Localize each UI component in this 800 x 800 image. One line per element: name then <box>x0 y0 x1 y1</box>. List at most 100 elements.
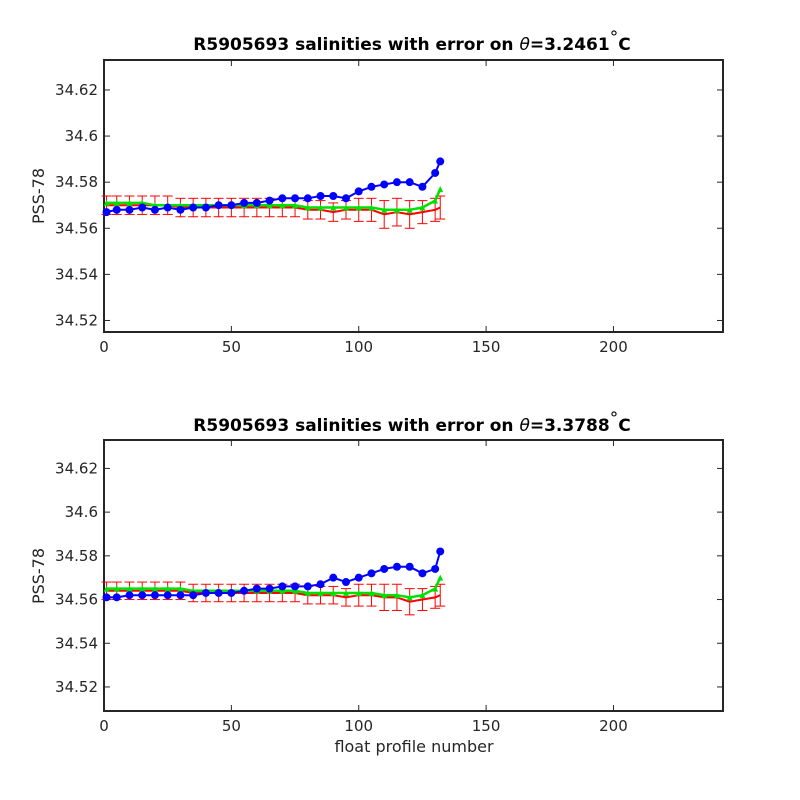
plot-area-top: 0 50 100 150 200 34.52 34.54 34.56 34.58 34.6 34.6… <box>55 59 724 356</box>
data-point-calibrated <box>103 585 110 592</box>
data-point-float <box>176 591 185 600</box>
data-point-float <box>278 582 287 591</box>
panel-bottom: R5905693 salinities with error on θ=3.37… <box>29 409 724 756</box>
data-point-float <box>150 205 159 214</box>
data-point-float <box>112 593 121 602</box>
y-tick-label: 34.52 <box>55 678 98 696</box>
data-point-float <box>102 208 111 217</box>
x-tick-label: 150 <box>472 717 501 735</box>
data-point-float <box>418 569 427 578</box>
y-tick-label: 34.58 <box>55 173 98 191</box>
series-line-float <box>106 161 442 214</box>
data-point-calibrated <box>437 186 444 193</box>
data-point-float <box>265 584 274 593</box>
data-point-float <box>303 582 312 591</box>
data-point-calibrated <box>317 589 324 596</box>
data-point-float <box>112 205 121 214</box>
x-tick-label: 200 <box>599 717 628 735</box>
data-point-float <box>367 569 376 578</box>
data-point-calibrated <box>279 202 286 209</box>
data-point-float <box>354 187 363 196</box>
data-point-float <box>431 168 440 177</box>
data-point-calibrated <box>304 589 311 596</box>
data-point-float <box>163 203 172 212</box>
x-tick-label: 0 <box>99 338 109 356</box>
series-line-calibrated <box>106 188 442 212</box>
data-point-float <box>189 591 198 600</box>
chart-title-top: R5905693 salinities with error on θ=3.24… <box>193 28 630 55</box>
series-line-calibrated <box>106 577 442 599</box>
data-point-float <box>240 198 249 207</box>
x-tick-label: 100 <box>344 338 373 356</box>
data-point-float <box>176 205 185 214</box>
y-tick-label: 34.54 <box>55 265 98 283</box>
data-point-calibrated <box>164 585 171 592</box>
data-point-calibrated <box>292 202 299 209</box>
data-point-calibrated <box>419 592 426 599</box>
panel-top: R5905693 salinities with error on θ=3.24… <box>29 28 724 356</box>
data-point-float <box>125 591 134 600</box>
x-tick-label: 50 <box>222 717 241 735</box>
data-point-float <box>436 157 445 166</box>
data-point-calibrated <box>330 589 337 596</box>
data-point-float <box>405 562 414 571</box>
data-point-calibrated <box>437 574 444 581</box>
data-point-calibrated <box>304 204 311 211</box>
data-point-calibrated <box>177 585 184 592</box>
data-point-calibrated <box>126 585 133 592</box>
data-point-float <box>265 196 274 205</box>
data-point-calibrated <box>381 592 388 599</box>
y-tick-label: 34.56 <box>55 219 98 237</box>
data-point-calibrated <box>393 206 400 213</box>
y-tick-label: 34.62 <box>55 81 98 99</box>
data-point-float <box>252 198 261 207</box>
data-point-float <box>418 182 427 191</box>
data-point-calibrated <box>355 589 362 596</box>
data-point-calibrated <box>342 589 349 596</box>
data-point-calibrated <box>317 204 324 211</box>
data-point-float <box>214 588 223 597</box>
data-point-float <box>303 194 312 203</box>
data-point-float <box>189 203 198 212</box>
data-point-float <box>392 562 401 571</box>
y-axis-label-top: PSS-78 <box>29 168 48 224</box>
series-line-float <box>106 551 442 599</box>
y-tick-label: 34.52 <box>55 311 98 329</box>
data-point-float <box>291 582 300 591</box>
data-point-float <box>341 578 350 587</box>
data-point-calibrated <box>126 199 133 206</box>
data-point-float <box>227 201 236 210</box>
data-point-float <box>240 586 249 595</box>
data-point-float <box>405 178 414 187</box>
data-point-calibrated <box>139 585 146 592</box>
x-tick-label: 50 <box>222 338 241 356</box>
data-point-calibrated <box>368 589 375 596</box>
axes-frame <box>103 439 724 712</box>
data-point-calibrated <box>113 199 120 206</box>
data-point-float <box>252 584 261 593</box>
data-point-float <box>291 194 300 203</box>
data-point-float <box>431 564 440 573</box>
series-line-mapped <box>106 589 441 603</box>
data-point-calibrated <box>381 206 388 213</box>
data-point-calibrated <box>342 204 349 211</box>
plot-area-bottom: 0 50 100 150 200 34.52 34.54 34.56 34.58 34.6 34.6… <box>55 439 724 735</box>
y-tick-label: 34.6 <box>65 503 98 521</box>
data-point-float <box>201 203 210 212</box>
data-point-float <box>354 573 363 582</box>
x-tick-label: 0 <box>99 717 109 735</box>
data-point-calibrated <box>151 585 158 592</box>
data-point-calibrated <box>279 587 286 594</box>
data-point-float <box>380 564 389 573</box>
data-point-float <box>316 580 325 589</box>
data-point-float <box>329 192 338 200</box>
y-tick-label: 34.58 <box>55 547 98 565</box>
x-tick-label: 150 <box>472 338 501 356</box>
data-point-calibrated <box>266 202 273 209</box>
data-point-float <box>214 201 223 210</box>
data-point-float <box>125 205 134 214</box>
data-point-float <box>341 194 350 203</box>
data-point-calibrated <box>368 204 375 211</box>
data-point-calibrated <box>330 204 337 211</box>
